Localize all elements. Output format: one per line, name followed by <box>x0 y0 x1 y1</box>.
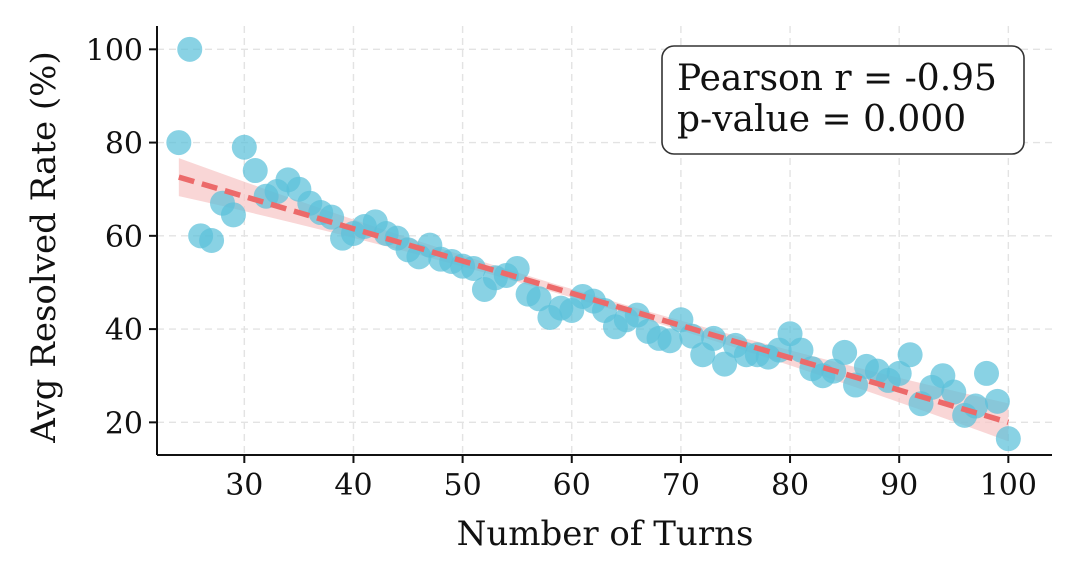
correlation-annotation: Pearson r = -0.95 p-value = 0.000 <box>661 45 1025 155</box>
x-tick-label: 40 <box>334 468 372 503</box>
data-point <box>897 342 923 368</box>
data-point <box>941 379 967 405</box>
axes <box>156 26 1052 456</box>
y-tick-label: 80 <box>105 127 143 162</box>
y-axis-label: Avg Resolved Rate (%) <box>24 51 64 443</box>
data-point <box>832 339 858 365</box>
data-point <box>220 202 246 228</box>
data-point <box>657 328 683 354</box>
p-value-text: p-value = 0.000 <box>677 99 966 140</box>
data-point <box>886 360 912 386</box>
x-axis-label: Number of Turns <box>457 514 754 554</box>
data-point <box>319 204 345 230</box>
x-tick-label: 70 <box>662 468 700 503</box>
data-point <box>712 351 738 377</box>
data-point <box>843 372 869 398</box>
x-tick-label: 50 <box>444 468 482 503</box>
data-point <box>199 228 225 253</box>
pearson-r-text: Pearson r = -0.95 <box>677 58 997 99</box>
x-tick-label: 100 <box>980 468 1037 503</box>
data-point <box>984 388 1010 414</box>
data-point <box>526 286 552 312</box>
y-tick-label: 40 <box>105 313 143 348</box>
x-tick-label: 90 <box>880 468 918 503</box>
y-tick-label: 20 <box>105 406 143 441</box>
data-point <box>701 325 727 351</box>
ticks: 30 40 50 60 70 80 90 100 20 40 60 80 100 <box>86 33 1037 503</box>
x-tick-label: 60 <box>553 468 591 503</box>
data-point <box>995 426 1021 452</box>
y-tick-label: 60 <box>105 220 143 255</box>
y-tick-label: 100 <box>86 33 143 68</box>
data-point <box>242 158 268 184</box>
data-point <box>166 130 192 156</box>
data-point <box>974 360 1000 386</box>
x-tick-label: 80 <box>771 468 809 503</box>
data-point <box>788 337 814 363</box>
data-point <box>231 134 257 160</box>
data-point <box>177 36 203 62</box>
regression-line <box>178 174 1010 425</box>
trend-line <box>178 174 1010 425</box>
annotation-frame <box>661 45 1025 155</box>
x-tick-label: 30 <box>225 468 263 503</box>
